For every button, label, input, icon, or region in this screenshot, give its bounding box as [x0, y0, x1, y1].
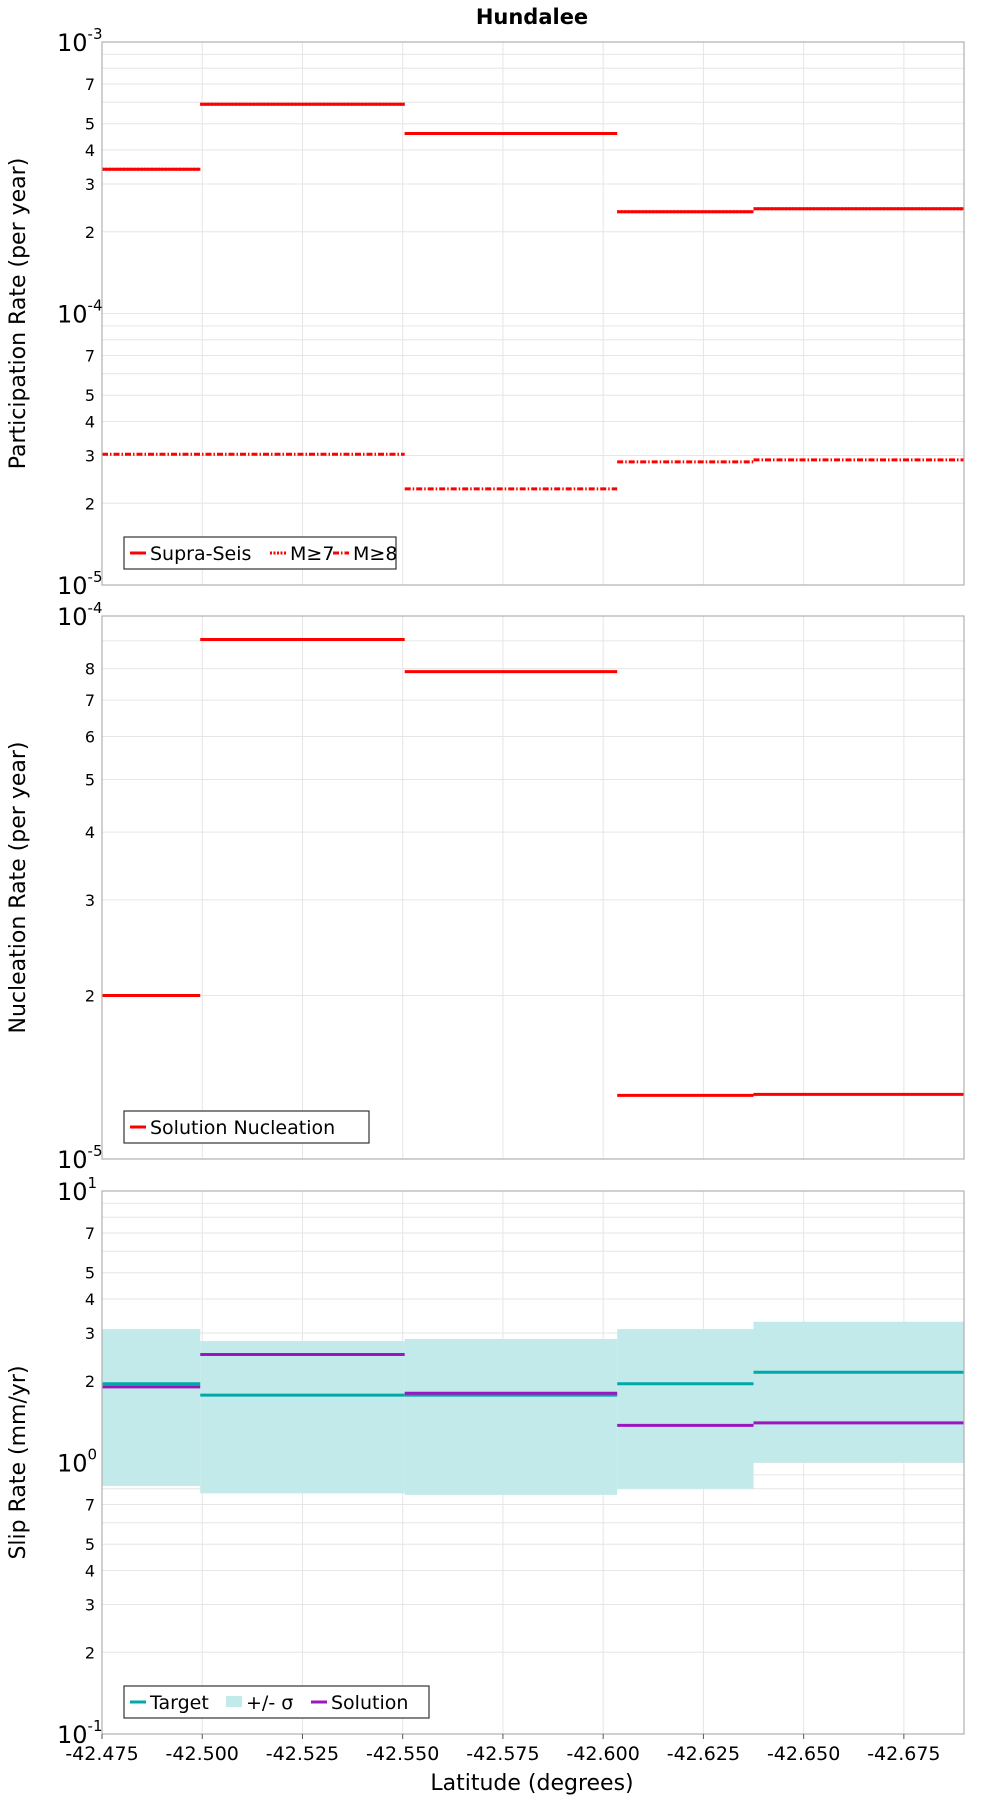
plot-frame [101, 1190, 965, 1735]
legend-label: Target [149, 1692, 209, 1714]
y-axis-title: Slip Rate (mm/yr) [6, 1365, 31, 1559]
y-tick-label: 6 [85, 727, 95, 746]
y-tick-label: 7 [85, 1224, 95, 1243]
legend-background [124, 1111, 369, 1143]
y-tick-label-decade: 10-5 [57, 1142, 103, 1174]
y-tick-label: 2 [85, 223, 95, 242]
sigma-band-segment [753, 1321, 964, 1463]
sigma-band-segment [200, 1341, 405, 1494]
y-tick-label: 3 [85, 891, 95, 910]
x-tick-label: -42.650 [767, 1743, 840, 1765]
y-tick-label: 3 [85, 1324, 95, 1343]
sigma-band-segment [617, 1329, 754, 1489]
plot-area [102, 616, 964, 1159]
y-tick-label-decade: 10-3 [57, 25, 103, 57]
legend: Solution Nucleation [123, 1110, 370, 1144]
y-tick-label: 4 [85, 1290, 95, 1309]
legend-frame [123, 536, 397, 570]
legend: Target +/- σ Solution [123, 1685, 430, 1719]
y-tick-label: 2 [85, 494, 95, 513]
y-tick-label: 4 [85, 823, 95, 842]
legend-background [124, 1686, 429, 1718]
y-tick-label: 5 [85, 770, 95, 789]
y-tick-label: 7 [85, 691, 95, 710]
x-tick-label: -42.600 [566, 1743, 639, 1765]
y-tick-label: 2 [85, 987, 95, 1006]
y-tick-label-decade: 101 [57, 1174, 97, 1206]
y-tick-label-decade: 10-1 [57, 1717, 103, 1749]
y-tick-label: 7 [85, 347, 95, 366]
y-tick-label: 4 [85, 141, 95, 160]
x-axis: -42.475 -42.500 -42.525 -42.550 -42.575 -42.6… [65, 1734, 941, 1765]
y-tick-label: 7 [85, 1496, 95, 1515]
legend-background [124, 537, 396, 569]
legend: Supra-Seis M≥7 M≥8 [123, 536, 397, 570]
panel-3: 101 100 10-1 2 3 4 5 7 2 3 4 5 7 Slip Rate (mm/yr) Tar… [6, 1174, 965, 1749]
legend-label: Supra-Seis [150, 543, 251, 565]
legend-label: +/- σ [246, 1692, 293, 1714]
x-tick-label: -42.550 [366, 1743, 439, 1765]
y-tick-label-decade: 10-4 [57, 297, 103, 329]
chart-title: Hundalee [476, 5, 588, 29]
sigma-band-segment [404, 1339, 618, 1495]
plot-frame [101, 615, 965, 1160]
y-tick-label: 5 [85, 386, 95, 405]
legend-swatch [226, 1696, 242, 1707]
legend-frame [123, 1110, 370, 1144]
y-axis-title: Participation Rate (per year) [6, 158, 31, 470]
y-tick-label: 5 [85, 115, 95, 134]
legend-label: M≥8 [353, 543, 397, 565]
y-tick-label-decade: 100 [57, 1446, 97, 1478]
y-tick-label: 4 [85, 1562, 95, 1581]
y-tick-label: 8 [85, 660, 95, 679]
y-axis-title: Nucleation Rate (per year) [6, 742, 31, 1034]
y-tick-label: 3 [85, 1595, 95, 1614]
x-axis-title: Latitude (degrees) [430, 1771, 633, 1796]
panel-2: 10-4 10-5 2 3 4 5 6 7 8 Nucleation Rate (per year… [6, 599, 965, 1174]
y-tick-label-decade: 10-4 [57, 599, 103, 631]
panel-1: 10-3 10-4 10-5 2 3 4 5 7 2 3 4 5 7 Participation Rate… [6, 25, 965, 600]
y-tick-label: 5 [85, 1264, 95, 1283]
plot-frame [101, 41, 965, 586]
y-tick-label: 5 [85, 1535, 95, 1554]
x-tick-label: -42.575 [466, 1743, 539, 1765]
y-tick-label: 4 [85, 413, 95, 432]
y-tick-label: 2 [85, 1643, 95, 1662]
legend-label: Solution Nucleation [150, 1117, 335, 1139]
sigma-band-segment [102, 1329, 201, 1486]
x-tick-label: -42.675 [867, 1743, 940, 1765]
y-tick-label: 3 [85, 175, 95, 194]
legend-frame [123, 1685, 430, 1719]
legend-label: Solution [331, 1692, 408, 1714]
legend-label: M≥7 [290, 543, 334, 565]
x-tick-label: -42.525 [266, 1743, 339, 1765]
x-tick-label: -42.500 [166, 1743, 239, 1765]
y-tick-label: 7 [85, 75, 95, 94]
y-tick-label-decade: 10-5 [57, 568, 103, 600]
y-tick-label: 3 [85, 446, 95, 465]
x-tick-label: -42.625 [667, 1743, 740, 1765]
x-tick-label: -42.475 [65, 1743, 138, 1765]
y-tick-label: 2 [85, 1372, 95, 1391]
